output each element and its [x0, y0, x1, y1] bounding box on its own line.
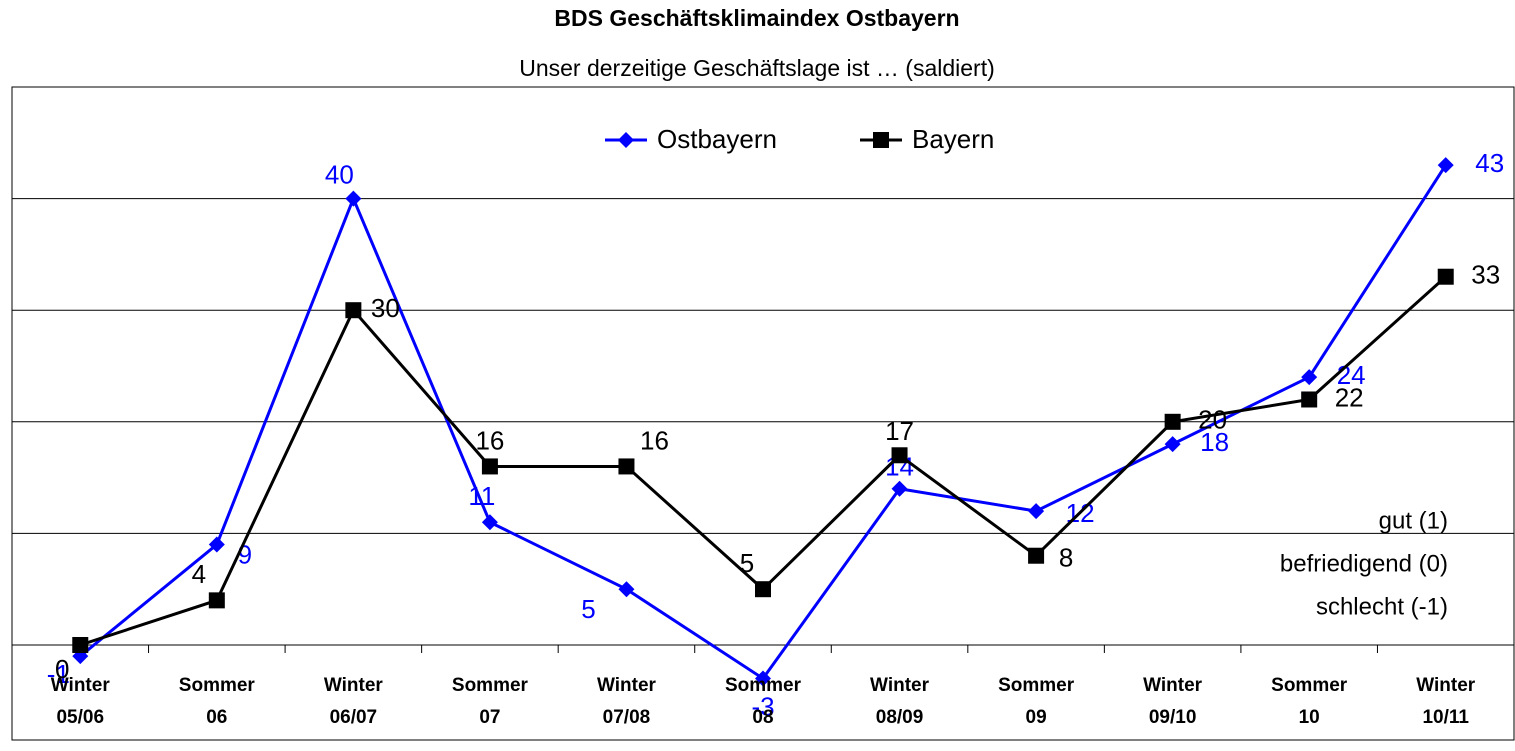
data-label: 5 — [740, 548, 754, 578]
data-label: 43 — [1475, 148, 1504, 178]
marker — [345, 302, 362, 319]
x-tick-label: Winter 09/10 — [1143, 675, 1203, 728]
marker — [873, 132, 889, 148]
x-tick-label: Winter 08/09 — [870, 675, 929, 728]
annotation: befriedigend (0) — [1280, 550, 1448, 577]
marker — [208, 592, 225, 609]
marker — [1437, 268, 1454, 285]
data-label: 5 — [581, 594, 595, 624]
x-tick-label: Sommer 09 — [998, 675, 1075, 728]
data-label: -3 — [751, 691, 774, 721]
data-label: 30 — [371, 293, 400, 323]
x-tick-label: Sommer 07 — [451, 675, 528, 728]
marker — [891, 447, 908, 464]
marker — [1301, 369, 1318, 386]
x-tick-label: Sommer 06 — [178, 675, 255, 728]
legend-label: Bayern — [912, 124, 994, 154]
legend-label: Ostbayern — [657, 124, 777, 154]
data-label: 16 — [640, 425, 669, 455]
data-label: 18 — [1200, 427, 1229, 457]
marker — [481, 514, 498, 531]
marker — [1028, 503, 1045, 520]
x-tick-label: Winter 05/06 — [50, 675, 110, 728]
chart-title: BDS Geschäftsklimaindex Ostbayern — [554, 5, 959, 31]
marker — [891, 480, 908, 497]
marker — [72, 637, 89, 653]
marker — [1164, 436, 1181, 453]
data-label: 24 — [1337, 360, 1366, 390]
chart-subtitle: Unser derzeitige Geschäftslage ist … (sa… — [519, 55, 995, 81]
x-tick-label: Winter 10/11 — [1416, 675, 1476, 728]
data-label: 4 — [192, 559, 206, 589]
data-label: 40 — [325, 159, 354, 189]
data-label: 8 — [1059, 543, 1073, 573]
data-label: 0 — [55, 654, 69, 684]
x-tick-label: Winter 06/07 — [323, 675, 383, 728]
marker — [755, 581, 771, 598]
data-label: 33 — [1471, 260, 1500, 290]
x-tick-label: Sommer 08 — [724, 675, 802, 728]
annotation: gut (1) — [1379, 507, 1448, 534]
marker — [481, 458, 498, 475]
marker — [345, 190, 362, 207]
marker — [1301, 391, 1318, 408]
marker — [618, 132, 634, 148]
data-label: 11 — [468, 481, 495, 511]
marker — [1028, 547, 1045, 564]
data-label: -1 — [47, 659, 70, 689]
data-label: 20 — [1198, 405, 1227, 435]
marker — [208, 536, 225, 553]
marker — [1437, 157, 1454, 174]
x-tick-label: Sommer 10 — [1271, 675, 1348, 728]
data-label: 16 — [475, 425, 504, 455]
marker — [618, 581, 635, 598]
x-tick-label: Winter 07/08 — [596, 675, 656, 728]
chart-frame — [11, 86, 1515, 741]
marker — [618, 458, 635, 475]
marker — [755, 670, 771, 687]
data-label: 17 — [885, 416, 914, 446]
annotation: schlecht (-1) — [1316, 593, 1448, 620]
marker — [1164, 413, 1181, 430]
data-label: 22 — [1335, 382, 1364, 412]
